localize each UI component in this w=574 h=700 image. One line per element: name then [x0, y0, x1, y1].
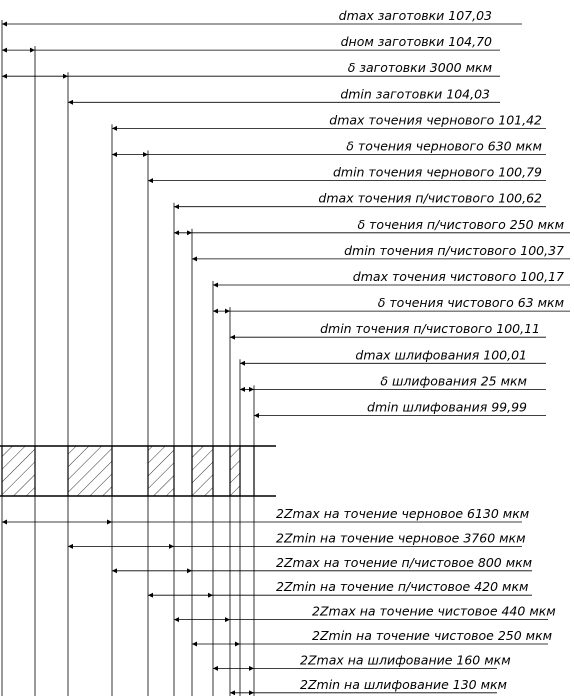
allowance-dimension: 2Zmin на точение черновое 3760 мкм [68, 530, 526, 549]
allowance-label: 2Zmax на точение чистовое 440 мкм [312, 604, 556, 619]
hatched-zone [68, 446, 112, 496]
allowance-dimension: 2Zmin на точение чистовое 250 мкм [192, 628, 552, 647]
hatched-zone [192, 446, 213, 496]
allowance-dimension: 2Zmin на шлифование 130 мкм [230, 677, 507, 696]
diameter-dimension: dmax точения чернового 101,42 [112, 112, 546, 131]
allowance-label: 2Zmin на точение черновое 3760 мкм [276, 530, 526, 545]
diameter-label: dmin точения чернового 100,79 [333, 165, 542, 180]
diameter-label: δ заготовки 3000 мкм [348, 60, 492, 75]
hatched-zone [2, 446, 35, 496]
hatched-zone [230, 446, 240, 496]
diameter-dimension: dmax точения п/чистового 100,62 [174, 191, 546, 210]
diameter-dimension: dmax шлифования 100,01 [240, 347, 546, 366]
allowance-dimension: 2Zmax на точение п/чистовое 800 мкм [112, 555, 532, 574]
diameter-dimension: δ точения чернового 630 мкм [112, 139, 546, 157]
diameter-dimension: δ точения п/чистового 250 мкм [174, 217, 570, 236]
allowance-label: 2Zmin на точение п/чистовое 420 мкм [276, 579, 528, 594]
allowance-label: 2Zmin на шлифование 130 мкм [300, 677, 507, 692]
diameter-dimensions: dmax заготовки 107,03 dном заготовки 104,… [2, 8, 570, 418]
allowance-dimension: 2Zmax на точение черновое 6130 мкм [2, 506, 529, 525]
hatched-zone [148, 446, 174, 496]
diameter-dimension: dmin точения чернового 100,79 [148, 165, 546, 184]
diameter-label: δ шлифования 25 мкм [380, 373, 527, 388]
allowance-dimensions: 2Zmax на точение черновое 6130 мкм 2Zmin … [2, 506, 556, 696]
allowance-label: 2Zmin на точение чистовое 250 мкм [312, 628, 552, 643]
diameter-label: dmax заготовки 107,03 [339, 8, 492, 23]
diameter-label: dmax точения чернового 101,42 [329, 112, 542, 127]
allowance-label: 2Zmax на точение черновое 6130 мкм [276, 506, 529, 521]
workpiece-section [0, 445, 276, 497]
diameter-dimension: dmin точения п/чистового 100,37 [192, 243, 570, 262]
diameter-label: dmin точения п/чистового 100,11 [320, 321, 540, 336]
diameter-label: δ точения чистового 63 мкм [378, 295, 564, 310]
diameter-label: dmin шлифования 99,99 [367, 400, 527, 415]
diameter-dimension: dmin шлифования 99,99 [254, 400, 546, 418]
diameter-dimension: dmin заготовки 104,03 [68, 86, 500, 105]
extension-lines [1, 20, 255, 696]
diameter-label: dmax точения п/чистового 100,62 [318, 191, 542, 206]
diameter-dimension: dmin точения п/чистового 100,11 [230, 321, 546, 340]
diameter-dimension: dном заготовки 104,70 [2, 34, 500, 53]
diameter-dimension: δ точения чистового 63 мкм [213, 295, 570, 314]
allowance-dimension: 2Zmin на точение п/чистовое 420 мкм [148, 579, 532, 598]
diameter-dimension: dmax точения чистового 100,17 [213, 269, 570, 288]
diameter-dimension: δ заготовки 3000 мкм [2, 60, 500, 79]
allowance-dimension: 2Zmax на шлифование 160 мкм [213, 652, 511, 671]
allowance-label: 2Zmax на точение п/чистовое 800 мкм [276, 555, 532, 570]
diameter-label: dmax точения чистового 100,17 [353, 269, 564, 284]
diameter-label: dmax шлифования 100,01 [355, 347, 527, 362]
diameter-label: δ точения чернового 630 мкм [346, 139, 542, 154]
diameter-label: dmin точения п/чистового 100,37 [344, 243, 564, 258]
allowance-label: 2Zmax на шлифование 160 мкм [300, 652, 511, 667]
diameter-label: dном заготовки 104,70 [341, 34, 492, 49]
diameter-label: dmin заготовки 104,03 [340, 86, 490, 101]
diameter-dimension: δ шлифования 25 мкм [240, 373, 546, 392]
allowance-dimension: 2Zmax на точение чистовое 440 мкм [174, 604, 556, 623]
diameter-label: δ точения п/чистового 250 мкм [357, 217, 564, 232]
diameter-dimension: dmax заготовки 107,03 [2, 8, 522, 27]
